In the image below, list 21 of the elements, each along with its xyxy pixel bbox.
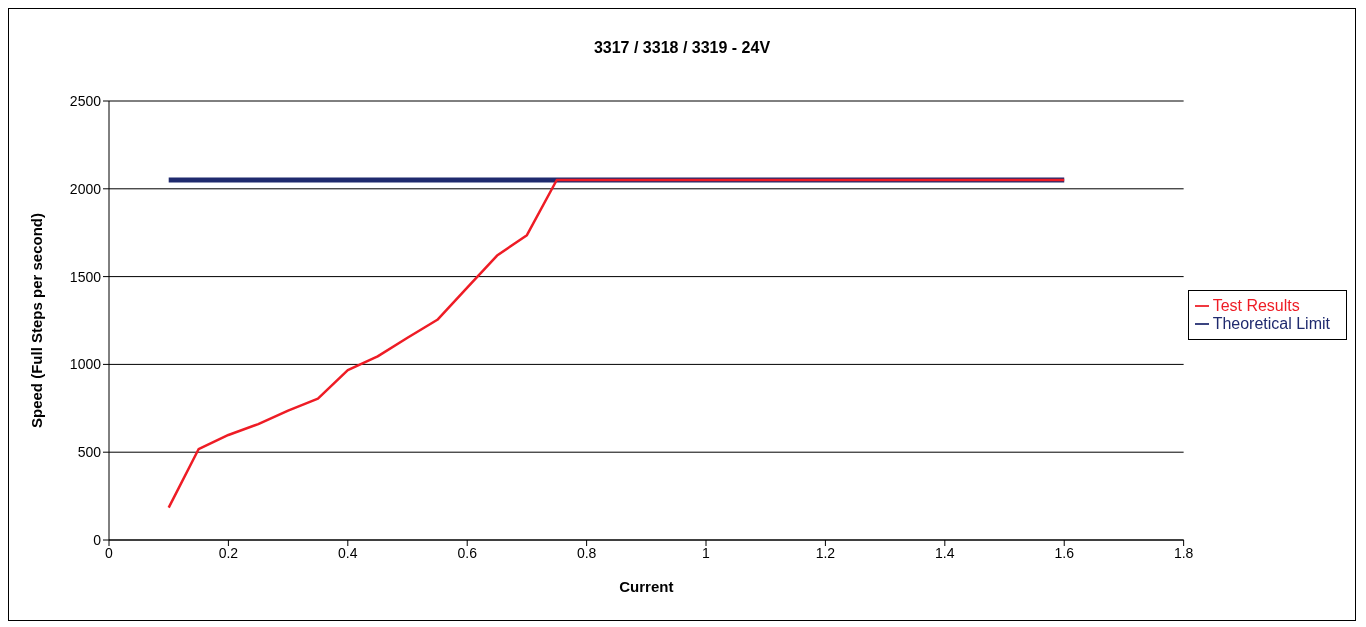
y-tick-label: 0 <box>93 531 102 548</box>
x-tick-label: 1.6 <box>1054 544 1075 561</box>
x-tick-label: 1 <box>702 544 711 561</box>
y-tick-label: 1000 <box>69 356 102 373</box>
y-tick-label: 2000 <box>69 180 102 197</box>
x-tick-label: 0.2 <box>218 544 239 561</box>
x-tick-label: 1.4 <box>935 544 955 561</box>
legend-label: Test Results <box>1212 296 1300 314</box>
x-tick-label: 0.8 <box>576 544 597 561</box>
x-tick-label: 0.6 <box>457 544 478 561</box>
y-tick-label: 1500 <box>69 268 102 285</box>
x-axis-title: Current <box>619 578 674 595</box>
x-tick-label: 0.4 <box>338 544 358 561</box>
y-tick-label: 2500 <box>69 92 102 109</box>
x-tick-label: 1.2 <box>815 544 836 561</box>
x-tick-label: 0 <box>105 544 114 561</box>
y-axis-title: Speed (Full Steps per second) <box>28 212 46 429</box>
x-tick-label: 1.8 <box>1173 544 1194 561</box>
legend-label: Theoretical Limit <box>1212 314 1330 332</box>
chart-title: 3317 / 3318 / 3319 - 24V <box>592 39 772 57</box>
y-tick-label: 500 <box>77 444 102 461</box>
